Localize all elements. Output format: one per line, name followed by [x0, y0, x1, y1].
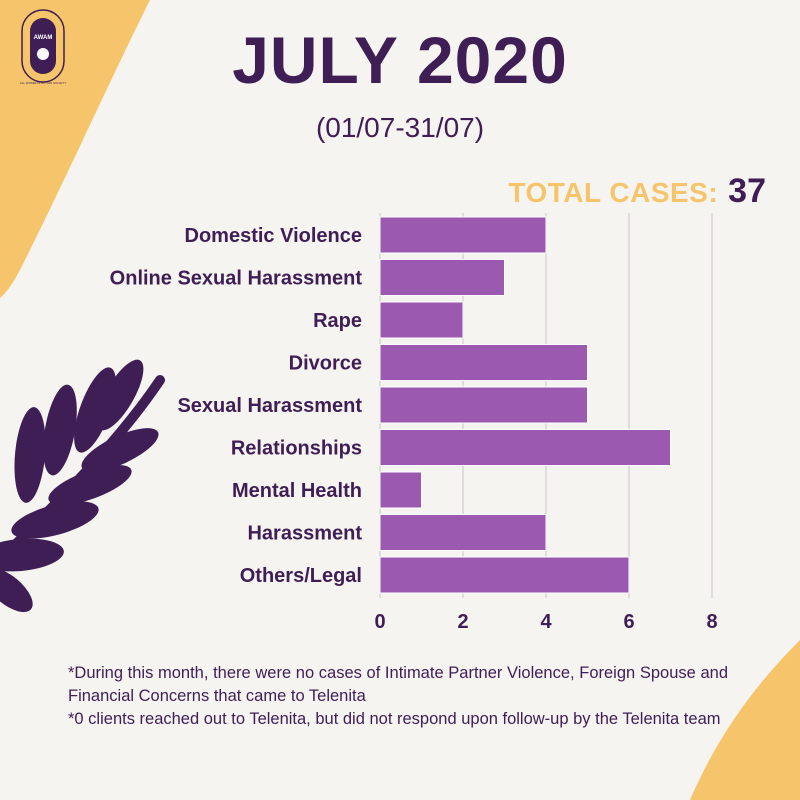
date-range: (01/07-31/07): [315, 112, 485, 143]
category-label: Sexual Harassment: [177, 395, 362, 417]
footnote-no-cases: *During this month, there were no cases …: [68, 664, 728, 705]
bars: [379, 216, 671, 594]
bar-online-sexual-harassment: [379, 259, 505, 296]
bar-relationships: [379, 429, 671, 466]
category-labels: Domestic Violence Online Sexual Harassmen…: [110, 225, 363, 587]
x-axis-ticks: 0 2 4 6 8: [374, 611, 717, 633]
x-tick-label: 8: [706, 611, 717, 633]
x-tick-label: 0: [374, 611, 385, 633]
total-cases-value: 37: [728, 172, 766, 210]
category-label: Online Sexual Harassment: [110, 268, 363, 290]
category-label: Harassment: [247, 523, 362, 545]
bar-divorce: [379, 344, 588, 381]
category-label: Domestic Violence: [185, 225, 362, 247]
x-tick-label: 6: [623, 611, 634, 633]
bar-rape: [379, 301, 464, 339]
category-label: Others/Legal: [240, 565, 362, 587]
bar-mental-health: [379, 471, 422, 509]
x-tick-label: 4: [540, 611, 552, 633]
total-cases-label: TOTAL CASES:: [508, 177, 719, 208]
bar-harassment: [379, 514, 547, 551]
bar-domestic-violence: [379, 216, 547, 254]
page-title: JULY 2020: [232, 23, 568, 97]
category-label: Rape: [313, 310, 362, 332]
bar-others-legal: [379, 556, 630, 594]
bottom-right-blob: [690, 640, 800, 800]
x-tick-label: 2: [457, 611, 468, 633]
top-left-blob: [0, 0, 150, 298]
category-label: Relationships: [231, 438, 362, 460]
footnote-no-response: *0 clients reached out to Telenita, but …: [68, 710, 721, 728]
svg-text:AWAM: AWAM: [34, 35, 53, 41]
total-cases: TOTAL CASES: 37: [508, 172, 766, 211]
category-label: Mental Health: [232, 480, 362, 502]
awam-logo: AWAM ALL WOMEN'S ACTION SOCIETY: [20, 9, 66, 85]
leaf-branch-icon: [0, 359, 165, 613]
category-label: Divorce: [289, 353, 362, 375]
svg-text:ALL WOMEN'S ACTION SOCIETY: ALL WOMEN'S ACTION SOCIETY: [20, 81, 66, 85]
bar-sexual-harassment: [379, 386, 588, 424]
